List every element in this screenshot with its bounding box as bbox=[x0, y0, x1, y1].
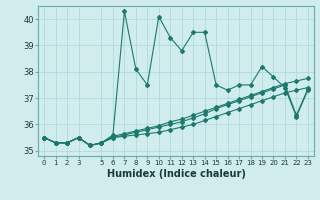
X-axis label: Humidex (Indice chaleur): Humidex (Indice chaleur) bbox=[107, 169, 245, 179]
